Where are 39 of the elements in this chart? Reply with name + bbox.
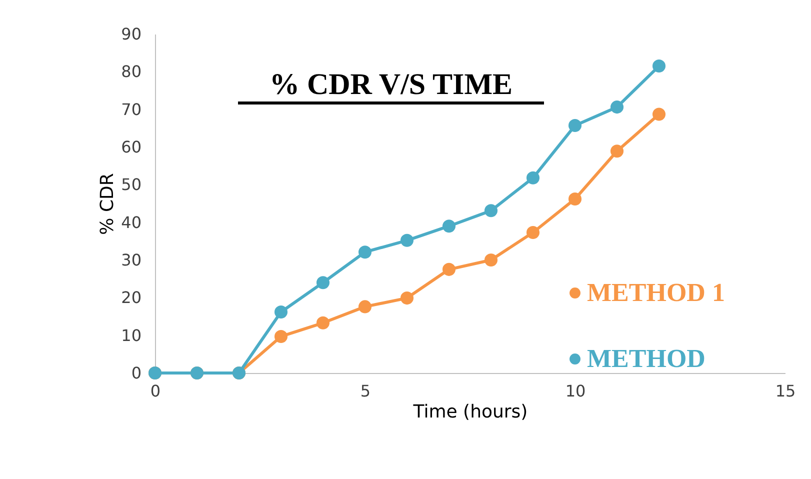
- point: [400, 292, 414, 305]
- point: [652, 60, 666, 73]
- point: [652, 108, 666, 121]
- point: [484, 253, 498, 267]
- y-tick-label: 90: [121, 24, 142, 44]
- point: [358, 246, 372, 259]
- legend-label: METHOD 1: [587, 278, 725, 307]
- y-tick-label: 60: [121, 138, 142, 156]
- x-axis-title: Time (hours): [412, 402, 528, 422]
- y-axis-title: % CDR: [97, 173, 118, 235]
- y-tick-label: 70: [121, 100, 142, 119]
- point: [274, 330, 288, 343]
- legend-label: METHOD: [587, 344, 706, 373]
- point: [358, 300, 372, 314]
- point: [610, 100, 624, 114]
- point: [568, 119, 582, 132]
- y-tick-label: 80: [121, 62, 142, 82]
- x-tick-label: 5: [360, 382, 371, 400]
- point: [400, 234, 414, 247]
- point: [316, 316, 330, 330]
- point: [610, 144, 624, 158]
- point: [274, 305, 288, 318]
- y-tick-label: 50: [121, 175, 142, 194]
- y-tick-label: 10: [121, 326, 142, 345]
- y-tick-label: 20: [121, 288, 142, 308]
- x-tick-label: 15: [775, 382, 796, 400]
- x-tick-label: 10: [565, 382, 586, 400]
- point: [526, 226, 540, 240]
- y-tick-label: 30: [121, 250, 142, 270]
- point: [442, 220, 456, 233]
- point: [526, 171, 540, 184]
- point: [316, 276, 330, 290]
- point: [568, 192, 582, 206]
- x-tick-label: 0: [150, 382, 161, 400]
- y-tick-label: 40: [121, 212, 142, 232]
- point: [484, 204, 498, 218]
- text: % CDR V/S TIME: [269, 68, 513, 101]
- point: [442, 262, 456, 276]
- y-tick-label: 0: [131, 364, 142, 382]
